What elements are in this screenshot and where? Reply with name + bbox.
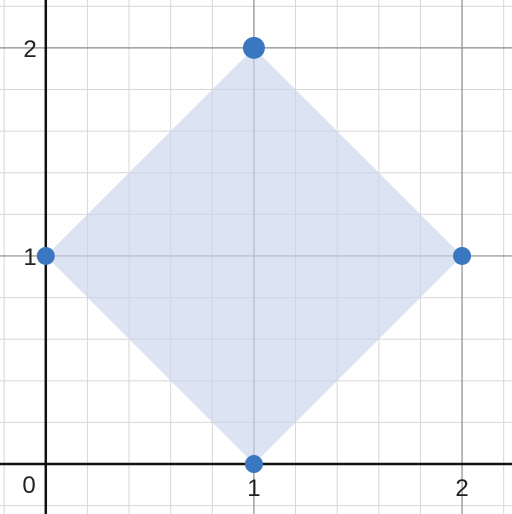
vertex-points [36,36,472,474]
vertex-point-1[interactable] [242,36,265,59]
shaded-region [45,47,463,465]
origin-label: 0 [22,472,35,499]
vertex-point-4[interactable] [36,246,55,265]
vertex-point-2[interactable] [453,246,472,265]
x-tick-label-2: 2 [455,475,468,502]
x-tick-label-1: 1 [247,475,260,502]
vertex-point-3[interactable] [244,455,263,474]
y-tick-label-1: 1 [23,244,36,271]
shaded-square-region [45,47,463,465]
y-tick-label-2: 2 [23,36,36,63]
tick-labels: 1 2 1 2 0 [22,36,468,502]
